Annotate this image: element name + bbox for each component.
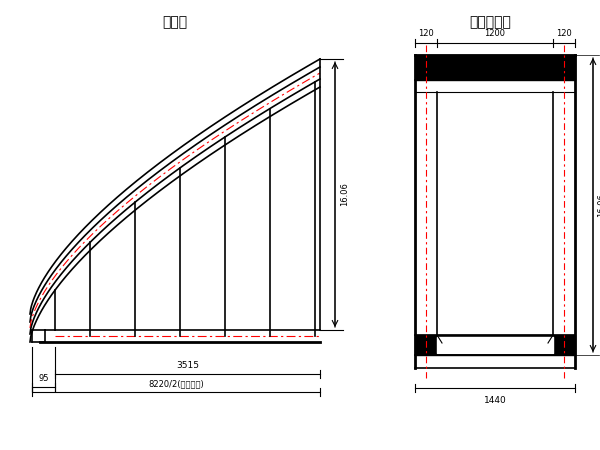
Text: 1440: 1440: [484, 396, 506, 405]
Text: 16.06: 16.06: [340, 183, 349, 207]
Text: 120: 120: [418, 29, 434, 38]
Text: 95: 95: [38, 374, 49, 383]
Text: 8220/2(桥斥全心): 8220/2(桥斥全心): [148, 379, 204, 388]
Text: 3515: 3515: [176, 361, 199, 370]
Text: 16.06: 16.06: [597, 193, 600, 217]
Text: 半立面: 半立面: [163, 15, 188, 29]
Text: 1200: 1200: [485, 29, 505, 38]
Text: 跨中横断面: 跨中横断面: [469, 15, 511, 29]
Text: 120: 120: [556, 29, 572, 38]
